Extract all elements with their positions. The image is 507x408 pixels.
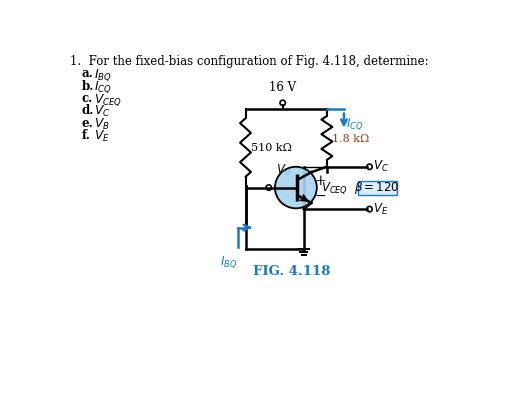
Text: 1.  For the fixed-bias configuration of Fig. 4.118, determine:: 1. For the fixed-bias configuration of F…	[69, 55, 428, 68]
Text: $V_{E}$: $V_{E}$	[94, 129, 110, 144]
Text: −: −	[315, 189, 327, 203]
Text: +: +	[315, 175, 327, 188]
Text: 510 kΩ: 510 kΩ	[251, 142, 292, 153]
Text: 1.8 kΩ: 1.8 kΩ	[332, 134, 370, 144]
Text: FIG. 4.118: FIG. 4.118	[254, 266, 331, 278]
Text: d.: d.	[82, 104, 94, 118]
Circle shape	[275, 167, 317, 208]
Text: a.: a.	[82, 67, 94, 80]
Text: $I_{BQ}$: $I_{BQ}$	[94, 67, 112, 83]
Text: $V_C$: $V_C$	[373, 159, 389, 174]
Text: $I_{BQ}$: $I_{BQ}$	[220, 255, 237, 270]
Text: $V_E$: $V_E$	[373, 202, 389, 217]
Text: f.: f.	[82, 129, 91, 142]
Text: 16 V: 16 V	[269, 81, 296, 93]
Text: $V_{CEQ}$: $V_{CEQ}$	[94, 92, 123, 108]
Text: b.: b.	[82, 80, 94, 93]
FancyBboxPatch shape	[358, 181, 396, 195]
Text: $V_B$: $V_B$	[276, 163, 292, 178]
Text: $I_{CQ}$: $I_{CQ}$	[94, 80, 113, 95]
Text: $I_{CQ}$: $I_{CQ}$	[346, 117, 364, 133]
Text: e.: e.	[82, 117, 94, 130]
Text: $V_{C}$: $V_{C}$	[94, 104, 111, 120]
Text: $V_{B}$: $V_{B}$	[94, 117, 110, 132]
Text: $\beta=120$: $\beta=120$	[354, 180, 400, 196]
Text: c.: c.	[82, 92, 93, 105]
Text: $V_{CEQ}$: $V_{CEQ}$	[320, 180, 348, 196]
